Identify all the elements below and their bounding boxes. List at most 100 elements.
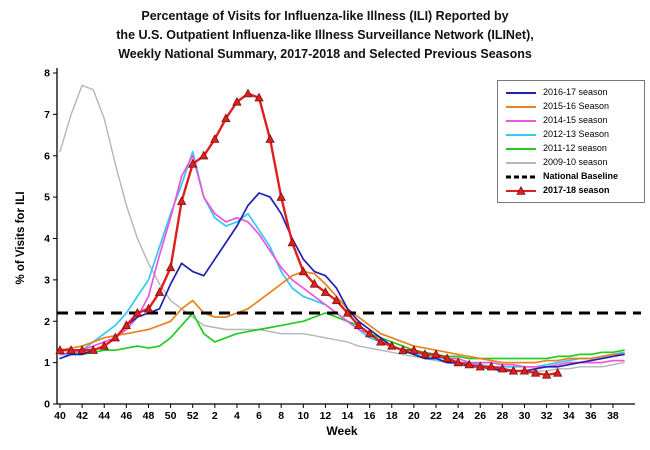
legend-label-2017-18-season: 2017-18 season (543, 185, 610, 195)
series-marker-2017-18-season (541, 369, 552, 379)
series-marker-2017-18-season (409, 345, 419, 354)
series-marker-2017-18-season (143, 303, 154, 313)
legend-swatch-2016-17-season (506, 91, 536, 94)
series-marker-2017-18-season (387, 340, 397, 350)
series-marker-2017-18-season (464, 359, 474, 369)
legend-label-2016-17-season: 2016-17 season (543, 87, 608, 97)
legend-label-2012-13-season: 2012-13 Season (543, 129, 610, 139)
series-marker-2017-18-season (176, 196, 187, 205)
series-marker-2017-18-season (66, 345, 76, 354)
legend-label-national-baseline: National Baseline (543, 171, 619, 181)
series-marker-2017-18-season (398, 345, 408, 354)
series-marker-2017-18-season (331, 295, 342, 305)
series-marker-2017-18-season (486, 361, 496, 371)
series-marker-2017-18-season (353, 320, 364, 329)
series-marker-2017-18-season (221, 113, 231, 123)
series-marker-2017-18-season (77, 345, 87, 354)
series-line-2015-16-season (59, 270, 625, 364)
x-tick-label: 4 (234, 410, 240, 422)
legend-item-national-baseline: National Baseline (505, 171, 637, 182)
legend-swatch-2014-15-season (506, 119, 536, 122)
x-tick-label: 2 (212, 410, 218, 422)
legend-item-2015-16-season: 2015-16 Season (505, 101, 637, 112)
chart-title-line1: Percentage of Visits for Influenza-like … (141, 9, 509, 23)
y-tick-label: 1 (44, 357, 50, 369)
x-tick-label: 6 (256, 410, 262, 422)
legend-swatch-2012-13-season (506, 133, 536, 136)
series-marker-2017-18-season (55, 345, 65, 354)
series-marker-2017-18-season (364, 328, 375, 338)
legend-label-2015-16-season: 2015-16 Season (543, 101, 610, 111)
series-marker-2017-18-season (88, 345, 98, 354)
series-marker-2017-18-season (276, 191, 286, 201)
series-marker-2017-18-season (342, 307, 353, 317)
series-marker-2017-18-season (265, 134, 275, 143)
y-tick-label: 2 (44, 316, 50, 328)
series-marker-2017-18-season (475, 361, 485, 371)
series-marker-2017-18-season (165, 262, 176, 272)
x-axis-label: Week (326, 424, 358, 438)
legend-label-2014-15-season: 2014-15 season (543, 115, 608, 125)
y-tick-label: 4 (44, 233, 50, 245)
x-tick-label: 50 (165, 410, 177, 422)
x-tick-label: 12 (320, 410, 332, 422)
legend-item-2011-12-season: 2011-12 season (505, 143, 637, 154)
legend-label-2011-12-season: 2011-12 season (543, 143, 607, 153)
x-tick-label: 30 (519, 410, 531, 422)
legend: 2016-17 season 2015-16 Season 2014-15 seas… (497, 80, 645, 203)
series-marker-2017-18-season (508, 365, 519, 375)
x-tick-label: 38 (607, 410, 619, 422)
series-marker-2017-18-season (199, 150, 209, 160)
series-marker-2017-18-season (453, 357, 463, 367)
x-tick-label: 14 (342, 410, 354, 422)
x-tick-label: 44 (98, 410, 110, 422)
series-marker-2017-18-season (530, 367, 541, 377)
series-marker-2017-18-season (287, 237, 297, 247)
series-marker-2017-18-season (420, 349, 430, 358)
series-marker-2017-18-season (309, 278, 320, 288)
legend-item-2009-10-season: 2009-10 season (505, 157, 637, 168)
series-marker-2017-18-season (254, 92, 264, 102)
legend-label-2009-10-season: 2009-10 season (543, 157, 608, 167)
y-tick-label: 8 (44, 68, 50, 80)
series-marker-2017-18-season (320, 287, 331, 296)
series-line-2014-15-season (59, 154, 625, 368)
legend-swatch-2009-10-season (506, 161, 536, 164)
x-tick-label: 36 (585, 410, 597, 422)
x-tick-label: 48 (143, 410, 155, 422)
series-marker-2017-18-season (188, 158, 198, 168)
y-tick-label: 0 (44, 399, 50, 411)
series-marker-2017-18-season (154, 287, 165, 296)
x-tick-label: 42 (76, 410, 88, 422)
y-tick-label: 5 (44, 192, 50, 204)
series-line-2011-12-season (59, 312, 625, 360)
series-marker-2017-18-season (132, 307, 143, 317)
x-tick-label: 32 (541, 410, 553, 422)
legend-swatch-2017-18-season (506, 185, 536, 195)
series-marker-2017-18-season (376, 336, 386, 346)
series-line-2017-18-season (58, 92, 559, 377)
series-marker-2017-18-season (243, 88, 253, 98)
series-marker-2017-18-season (210, 134, 220, 143)
series-marker-2017-18-season (121, 320, 132, 329)
x-tick-label: 28 (497, 410, 509, 422)
y-axis-label: % of Visits for ILI (15, 191, 27, 285)
x-tick-label: 34 (563, 410, 575, 422)
legend-item-2012-13-season: 2012-13 Season (505, 129, 637, 140)
x-tick-label: 8 (278, 410, 284, 422)
legend-item-2014-15-season: 2014-15 season (505, 115, 637, 126)
x-tick-label: 46 (121, 410, 133, 422)
chart-title: Percentage of Visits for Influenza-like … (0, 7, 650, 63)
series-marker-2017-18-season (497, 363, 508, 373)
legend-item-2016-17-season: 2016-17 season (505, 87, 637, 98)
series-line-2016-17-season (59, 192, 625, 372)
y-tick-label: 3 (44, 274, 50, 286)
legend-swatch-2011-12-season (506, 147, 536, 150)
legend-swatch-national-baseline (506, 175, 536, 178)
legend-swatch-2015-16-season (506, 105, 536, 108)
series-marker-2017-18-season (99, 340, 109, 350)
series-marker-2017-18-season (442, 353, 452, 363)
x-tick-label: 18 (386, 410, 398, 422)
